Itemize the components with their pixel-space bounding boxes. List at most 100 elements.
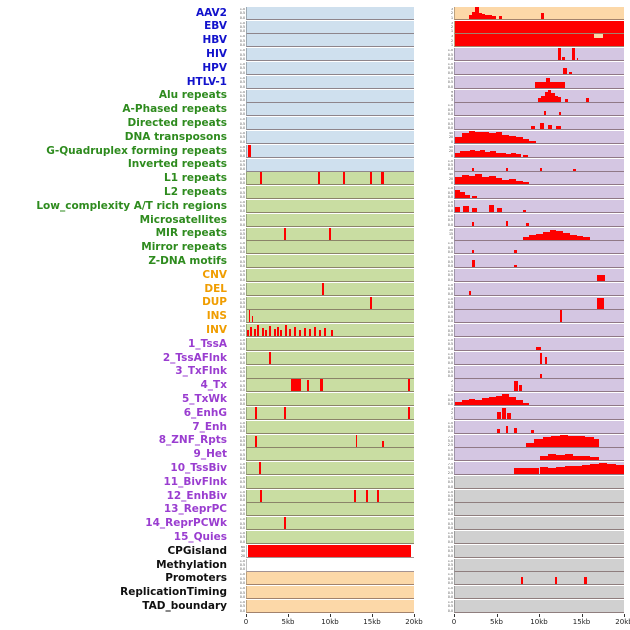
track-row: CPGisland 60 40 20 1.0 0.5 0.0 [0,544,630,558]
y-tick-label: 0.0 [239,277,245,282]
track-label: 1_TssA [188,337,227,350]
data-bar [509,135,516,143]
track-row: G-Quadruplex forming repeats 1.0 0.5 0.0 4… [0,144,630,158]
y-tick-label: 1.0 [447,256,453,260]
data-bar [554,95,559,102]
y-tick-label: 0.5 [239,149,245,154]
data-bar [514,427,517,433]
y-tick-label: 0.5 [447,507,453,512]
y-axis-ticks-left: 1.0 0.5 0.0 [232,215,246,227]
y-tick-label: 0.0 [239,595,245,600]
data-bar [539,168,543,171]
y-axis-ticks-left: 1.0 0.5 0.0 [232,256,246,268]
track-plot-right [454,296,624,310]
track-plot-right [454,34,624,48]
y-axis-ticks-left: 1.0 0.5 0.0 [232,353,246,365]
track-plot-right [454,199,624,213]
y-axis-ticks-right: 1.0 0.5 0.0 [440,104,454,116]
y-tick-label: 0.0 [239,125,245,130]
y-tick-label: 0.5 [447,397,453,402]
y-axis-ticks-left: 1.0 0.5 0.0 [232,367,246,379]
track-plot-left [246,103,414,117]
track-plot-left [246,6,414,20]
y-tick-label: 0.5 [239,576,245,581]
y-tick-label: 0.0 [239,470,245,475]
data-bar [253,328,256,337]
y-tick-label: 0.5 [239,328,245,333]
track-row: DEL 1.0 0.5 0.0 1.0 0.5 0.0 [0,282,630,296]
data-bar [455,20,624,33]
y-axis-ticks-left: 1.0 0.5 0.0 [232,173,246,185]
track-plot-left [246,448,414,462]
data-bar [471,12,476,19]
y-tick-label: 1.0 [239,145,245,149]
data-bar [539,466,548,475]
track-plot-left [246,365,414,379]
y-tick-label: 0.5 [447,190,453,195]
track-row: 7_Enh 1.0 0.5 0.0 1.0 0.5 0.0 [0,420,630,434]
y-tick-label: 1.0 [239,90,245,94]
track-row: INV 1.0 0.5 0.0 1.0 0.5 0.0 [0,323,630,338]
track-plot-right [454,462,624,476]
y-axis-ticks-right: 1.0 0.5 0.0 [440,284,454,296]
y-tick-label: 0.0 [447,526,453,531]
y-axis-ticks-left: 1.0 0.5 0.0 [232,229,246,241]
track-label: L1 repeats [164,172,227,185]
y-tick-label: 30 [448,228,453,232]
x-tick-mark [581,614,583,618]
track-plot-right [454,268,624,282]
data-bar [558,111,562,116]
track-plot-right [454,324,624,338]
data-bar [369,172,372,185]
track-label: Inverted repeats [127,158,227,171]
data-bar [568,435,577,447]
track-label: 13_ReprPC [163,503,227,516]
track-row: 15_Quies 1.0 0.5 0.0 1.0 0.5 0.0 [0,530,630,545]
data-bar [576,436,586,447]
track-row: A-Phased repeats 1.0 0.5 0.0 1.0 0.5 0.0 [0,103,630,117]
track-label: CNV [202,268,227,281]
y-axis-ticks-right: 1.0 0.5 0.0 [440,504,454,516]
y-tick-label: 0.5 [447,273,453,278]
data-bar [248,310,251,323]
data-bar [569,234,577,240]
data-bar [482,131,489,143]
data-bar [551,93,555,102]
x-tick-label: 20kb [615,618,630,627]
y-tick-label: 0.0 [239,139,245,144]
y-tick-label: 1.0 [447,104,453,108]
y-tick-label: 1 [450,383,453,388]
track-row: Microsatellites 1.0 0.5 0.0 1.0 0.5 0.0 [0,213,630,227]
y-tick-label: 0.0 [447,291,453,296]
data-bar [539,373,543,378]
track-label: MIR repeats [155,227,227,240]
track-plot-left [246,117,414,131]
y-axis-ticks-right: 40 20 0 [440,146,454,158]
y-tick-label: 0.5 [447,314,453,319]
data-bar [455,207,461,212]
track-plot-left [246,130,414,144]
y-tick-label: 3 [450,407,453,411]
track-plot-left [246,268,414,282]
y-axis-ticks-left: 1.0 0.5 0.0 [232,35,246,47]
y-tick-label: 0.5 [447,604,453,609]
data-bar [576,235,584,240]
track-plot-left [246,544,414,558]
y-tick-label: 0.5 [447,204,453,209]
data-bar [283,406,286,419]
track-plot-right [454,351,624,365]
track-label: 10_TssBiv [170,461,227,474]
y-axis-ticks-left: 1.0 0.5 0.0 [232,311,246,323]
track-label: Mirror repeats [141,241,227,254]
track-plot-left [246,379,414,393]
data-bar [514,380,518,392]
track-row: 8_ZNF_Rpts 1.0 0.5 0.0 7.5 5.0 2.5 [0,434,630,448]
data-bar [488,205,494,212]
data-bar [488,15,493,19]
y-tick-label: 1.0 [239,118,245,122]
track-label: DUP [202,296,227,309]
y-tick-label: 1.0 [447,394,453,398]
track-plot-left [246,517,414,531]
